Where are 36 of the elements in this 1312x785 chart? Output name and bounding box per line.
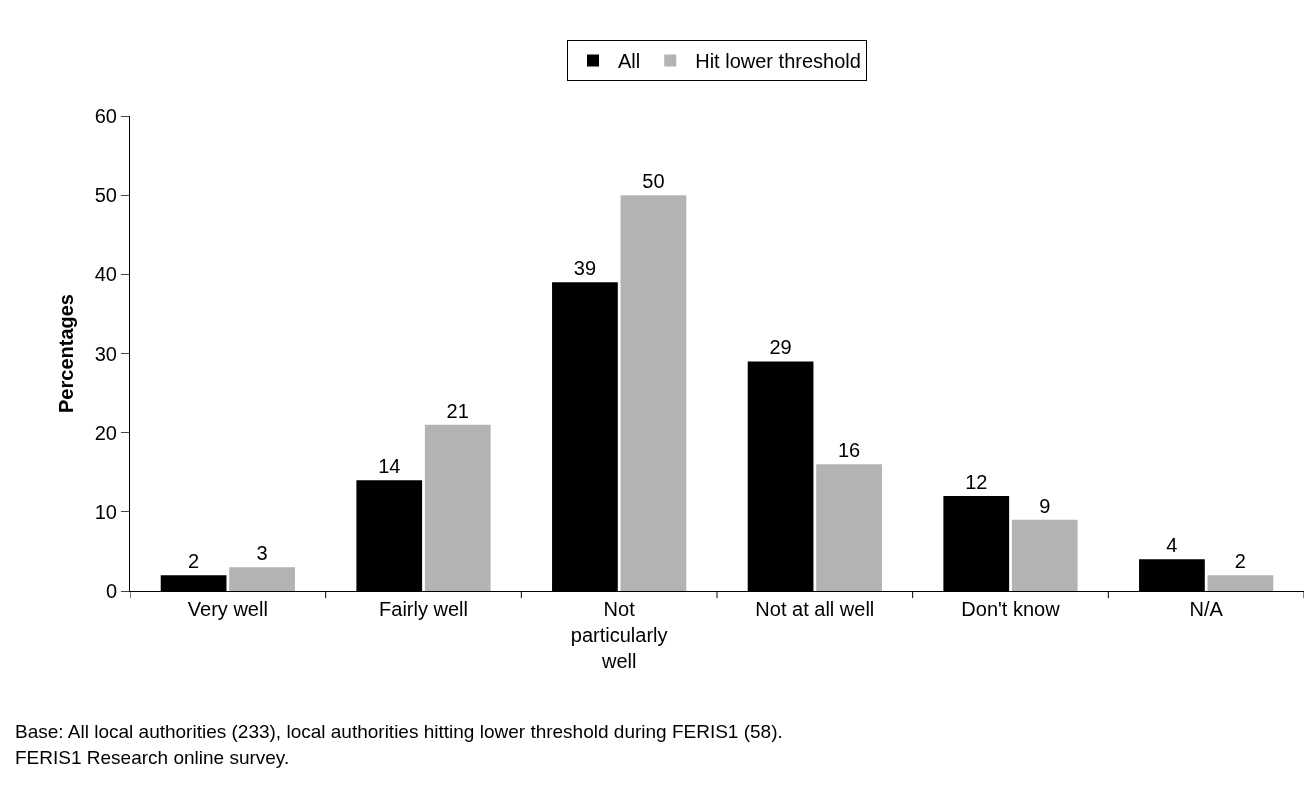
data-label: 29 — [769, 336, 792, 359]
y-tick-label: 40 — [94, 263, 117, 286]
bar — [816, 464, 882, 591]
data-label: 2 — [188, 550, 200, 573]
y-tick-label: 10 — [94, 500, 117, 523]
data-label: 9 — [1039, 494, 1051, 517]
bar — [1207, 575, 1274, 591]
data-label: 2 — [1234, 550, 1246, 573]
bar — [620, 195, 687, 591]
data-label: 14 — [378, 455, 401, 478]
data-label: 50 — [642, 170, 665, 193]
legend-label: Hit lower threshold — [695, 50, 861, 73]
x-tick-label: Very well — [187, 598, 268, 620]
data-label: 4 — [1166, 534, 1178, 557]
data-label: 39 — [573, 257, 597, 280]
bar — [229, 567, 295, 591]
legend-label: All — [618, 50, 641, 73]
x-tick-label: N/A — [1189, 598, 1224, 620]
y-tick-label: 0 — [105, 580, 117, 602]
bar — [424, 424, 491, 591]
y-tick-label: 20 — [94, 421, 117, 444]
data-label: 12 — [965, 471, 988, 493]
x-tick-label: Fairly well — [379, 598, 468, 620]
y-tick-label: 50 — [94, 184, 117, 207]
text: Base: All local authorities (233), local authorities hitting lower threshold during FERIS1 (58). — [15, 721, 783, 742]
bar — [1011, 519, 1078, 591]
x-tick-label: Not particularly well — [570, 598, 668, 672]
x-tick-label: Don't know — [961, 598, 1061, 620]
y-axis-title: Percentages — [55, 294, 78, 413]
data-label: 21 — [446, 399, 469, 422]
data-label: 3 — [256, 542, 268, 565]
y-tick-label: 30 — [94, 342, 117, 365]
text: FERIS1 Research online survey. — [15, 747, 290, 768]
x-tick-label: Not at all well — [755, 598, 875, 620]
y-tick-label: 60 — [94, 105, 117, 127]
data-label: 16 — [837, 439, 861, 462]
